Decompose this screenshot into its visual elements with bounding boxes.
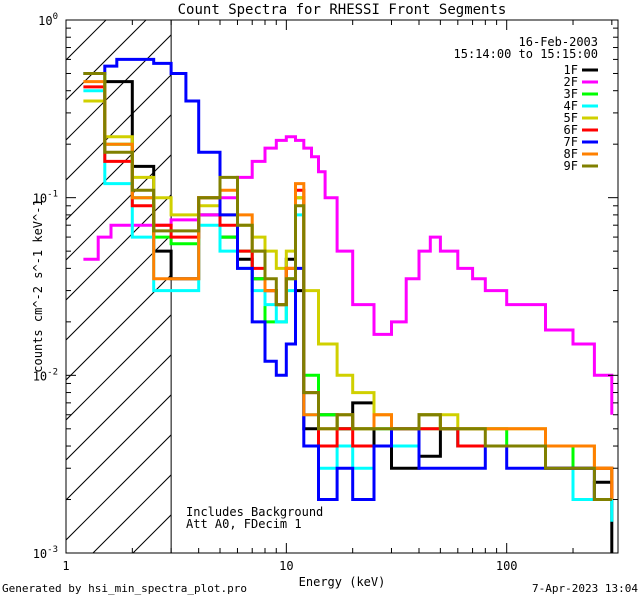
axis-ticks: 1 10 100 10-3 10-2 10-1 100 xyxy=(33,12,618,573)
x-tick-label: 100 xyxy=(496,559,518,573)
hatch-line xyxy=(66,34,172,141)
legend-label-9f: 9F xyxy=(564,159,578,173)
series-5f xyxy=(83,99,612,470)
plot-frame xyxy=(65,19,619,554)
series-2f xyxy=(83,135,614,415)
chart-title: Count Spectra for RHESSI Front Segments xyxy=(178,2,507,18)
legend-label-1f: 1F xyxy=(564,63,578,77)
hatch-line xyxy=(66,20,147,101)
y-tick-label: 10-3 xyxy=(33,545,58,561)
hatch-line xyxy=(66,234,172,341)
y-tick-label: 10-1 xyxy=(33,190,58,206)
hatch-line xyxy=(66,74,172,181)
annotation-attenuator: Att A0, FDecim 1 xyxy=(186,517,302,531)
series-1f xyxy=(104,80,614,553)
legend-label-4f: 4F xyxy=(564,99,578,113)
series-4f xyxy=(83,89,614,522)
hatch-line xyxy=(66,314,172,421)
legend-label-6f: 6F xyxy=(564,123,578,137)
hatched-region xyxy=(66,20,172,553)
series-group xyxy=(83,57,614,553)
legend-label-3f: 3F xyxy=(564,87,578,101)
footer-generated-by: Generated by hsi_min_spectra_plot.pro xyxy=(2,582,248,595)
hatch-line xyxy=(66,434,172,541)
hatch-line xyxy=(66,394,172,501)
legend-label-2f: 2F xyxy=(564,75,578,89)
legend-label-5f: 5F xyxy=(564,111,578,125)
hatch-line xyxy=(66,274,172,381)
legend-time-range: 15:14:00 to 15:15:00 xyxy=(454,47,599,61)
x-tick-label: 10 xyxy=(279,559,293,573)
x-axis-label: Energy (keV) xyxy=(299,575,386,589)
y-axis-label: counts cm^-2 s^-1 keV^-1 xyxy=(31,199,45,372)
y-axis-label-group: counts cm^-2 s^-1 keV^-1 xyxy=(31,199,45,372)
y-tick-label: 100 xyxy=(38,12,58,28)
legend-label-8f: 8F xyxy=(564,147,578,161)
y-tick-label: 10-2 xyxy=(33,367,58,383)
hatch-line xyxy=(92,474,172,553)
hatch-line xyxy=(66,194,172,301)
series-6f xyxy=(83,85,614,500)
series-9f xyxy=(83,72,612,501)
annotation-background: Includes Background xyxy=(186,505,323,519)
x-tick-label: 1 xyxy=(62,559,69,573)
legend-date: 16-Feb-2003 xyxy=(519,35,598,49)
footer-timestamp: 7-Apr-2023 13:04 xyxy=(532,582,638,595)
legend-label-7f: 7F xyxy=(564,135,578,149)
series-7f xyxy=(83,57,612,501)
